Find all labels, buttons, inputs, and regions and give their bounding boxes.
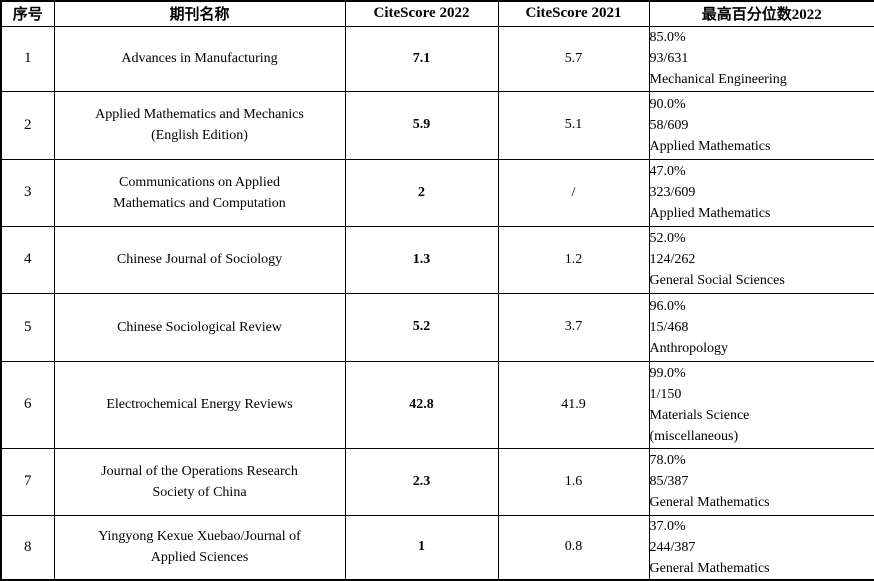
citescore-2022-cell: 42.8 <box>345 361 498 448</box>
cell-line: General Social Sciences <box>650 270 874 291</box>
cell-line: 47.0% <box>650 161 874 182</box>
journal-name-cell: Applied Mathematics and Mechanics(Englis… <box>54 91 345 159</box>
serial-number-cell: 3 <box>1 159 54 226</box>
serial-number-cell: 1 <box>1 26 54 91</box>
table-row: 1 Advances in Manufacturing 7.1 5.7 85.0… <box>1 26 874 91</box>
cell-line: 15/468 <box>650 317 874 338</box>
citescore-2022-cell: 1 <box>345 515 498 580</box>
cell-line: Applied Mathematics <box>650 136 874 157</box>
journal-name-cell: Advances in Manufacturing <box>54 26 345 91</box>
table-row: 4 Chinese Journal of Sociology 1.3 1.2 5… <box>1 226 874 293</box>
serial-number-cell: 8 <box>1 515 54 580</box>
citescore-2022-cell: 5.2 <box>345 293 498 361</box>
journal-name-cell: Electrochemical Energy Reviews <box>54 361 345 448</box>
table-row: 6 Electrochemical Energy Reviews 42.8 41… <box>1 361 874 448</box>
cell-line: 323/609 <box>650 182 874 203</box>
header-highest-percentile-2022: 最高百分位数2022 <box>649 1 874 26</box>
header-row: 序号 期刊名称 CiteScore 2022 CiteScore 2021 最高… <box>1 1 874 26</box>
serial-number-cell: 6 <box>1 361 54 448</box>
journal-name-cell: Chinese Sociological Review <box>54 293 345 361</box>
header-serial-number: 序号 <box>1 1 54 26</box>
serial-number-cell: 4 <box>1 226 54 293</box>
cell-line: Chinese Sociological Review <box>55 317 345 338</box>
cell-line: (miscellaneous) <box>650 426 874 447</box>
cell-line: Communications on Applied <box>55 172 345 193</box>
citescore-2021-cell: 5.1 <box>498 91 649 159</box>
cell-line: 52.0% <box>650 228 874 249</box>
journal-name-cell: Chinese Journal of Sociology <box>54 226 345 293</box>
table-row: 5 Chinese Sociological Review 5.2 3.7 96… <box>1 293 874 361</box>
citescore-2022-cell: 7.1 <box>345 26 498 91</box>
cell-line: 124/262 <box>650 249 874 270</box>
cell-line: Applied Mathematics and Mechanics <box>55 104 345 125</box>
cell-line: 93/631 <box>650 48 874 69</box>
cell-line: 99.0% <box>650 363 874 384</box>
serial-number-cell: 7 <box>1 448 54 515</box>
table-header: 序号 期刊名称 CiteScore 2022 CiteScore 2021 最高… <box>1 1 874 26</box>
cell-line: 1/150 <box>650 384 874 405</box>
citescore-2021-cell: 0.8 <box>498 515 649 580</box>
cell-line: 244/387 <box>650 537 874 558</box>
citescore-2022-cell: 2 <box>345 159 498 226</box>
cell-line: 85/387 <box>650 471 874 492</box>
citescore-2022-cell: 5.9 <box>345 91 498 159</box>
citescore-2022-cell: 1.3 <box>345 226 498 293</box>
cell-line: (English Edition) <box>55 125 345 146</box>
cell-line: 90.0% <box>650 94 874 115</box>
cell-line: Mathematics and Computation <box>55 193 345 214</box>
cell-line: 58/609 <box>650 115 874 136</box>
cell-line: 78.0% <box>650 450 874 471</box>
citescore-2021-cell: / <box>498 159 649 226</box>
citescore-2021-cell: 5.7 <box>498 26 649 91</box>
citescore-2021-cell: 41.9 <box>498 361 649 448</box>
header-journal-name: 期刊名称 <box>54 1 345 26</box>
cell-line: Chinese Journal of Sociology <box>55 249 345 270</box>
header-citescore-2021: CiteScore 2021 <box>498 1 649 26</box>
serial-number-cell: 5 <box>1 293 54 361</box>
serial-number-cell: 2 <box>1 91 54 159</box>
cell-line: 96.0% <box>650 296 874 317</box>
cell-line: General Mathematics <box>650 492 874 513</box>
cell-line: Electrochemical Energy Reviews <box>55 394 345 415</box>
citescore-2021-cell: 3.7 <box>498 293 649 361</box>
citescore-2022-cell: 2.3 <box>345 448 498 515</box>
table-row: 2 Applied Mathematics and Mechanics(Engl… <box>1 91 874 159</box>
citescore-2021-cell: 1.2 <box>498 226 649 293</box>
citescore-2021-cell: 1.6 <box>498 448 649 515</box>
cell-line: Applied Mathematics <box>650 203 874 224</box>
header-citescore-2022: CiteScore 2022 <box>345 1 498 26</box>
cell-line: Applied Sciences <box>55 547 345 568</box>
cell-line: 85.0% <box>650 27 874 48</box>
cell-line: Yingyong Kexue Xuebao/Journal of <box>55 526 345 547</box>
cell-line: Mechanical Engineering <box>650 69 874 90</box>
cell-line: Advances in Manufacturing <box>55 48 345 69</box>
cell-line: Materials Science <box>650 405 874 426</box>
cell-line: 37.0% <box>650 516 874 537</box>
cell-line: Society of China <box>55 482 345 503</box>
cell-line: Journal of the Operations Research <box>55 461 345 482</box>
table-body: 1 Advances in Manufacturing 7.1 5.7 85.0… <box>1 26 874 580</box>
cell-line: General Mathematics <box>650 558 874 579</box>
cell-line: Anthropology <box>650 338 874 359</box>
